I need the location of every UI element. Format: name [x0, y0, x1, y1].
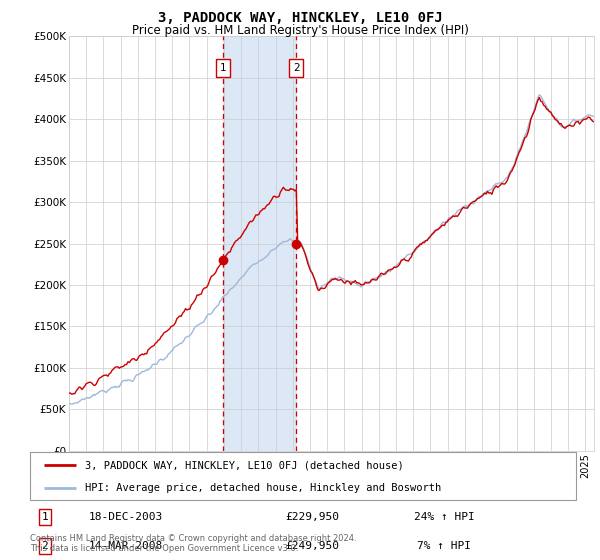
Text: £249,950: £249,950: [285, 541, 339, 551]
Text: £229,950: £229,950: [285, 512, 339, 522]
Text: 2: 2: [293, 63, 299, 73]
Bar: [223, 36, 296, 451]
Text: 18-DEC-2003: 18-DEC-2003: [89, 512, 163, 522]
Text: HPI: Average price, detached house, Hinckley and Bosworth: HPI: Average price, detached house, Hinc…: [85, 483, 441, 493]
Text: Contains HM Land Registry data © Crown copyright and database right 2024.
This d: Contains HM Land Registry data © Crown c…: [30, 534, 356, 553]
Text: Price paid vs. HM Land Registry's House Price Index (HPI): Price paid vs. HM Land Registry's House …: [131, 24, 469, 37]
Text: 1: 1: [220, 63, 227, 73]
Text: 3, PADDOCK WAY, HINCKLEY, LE10 0FJ: 3, PADDOCK WAY, HINCKLEY, LE10 0FJ: [158, 11, 442, 25]
Text: 7% ↑ HPI: 7% ↑ HPI: [417, 541, 471, 551]
Text: 2: 2: [41, 541, 49, 551]
FancyBboxPatch shape: [30, 452, 576, 500]
Text: 24% ↑ HPI: 24% ↑ HPI: [413, 512, 475, 522]
Text: 14-MAR-2008: 14-MAR-2008: [89, 541, 163, 551]
Text: 3, PADDOCK WAY, HINCKLEY, LE10 0FJ (detached house): 3, PADDOCK WAY, HINCKLEY, LE10 0FJ (deta…: [85, 460, 403, 470]
Text: 1: 1: [41, 512, 49, 522]
